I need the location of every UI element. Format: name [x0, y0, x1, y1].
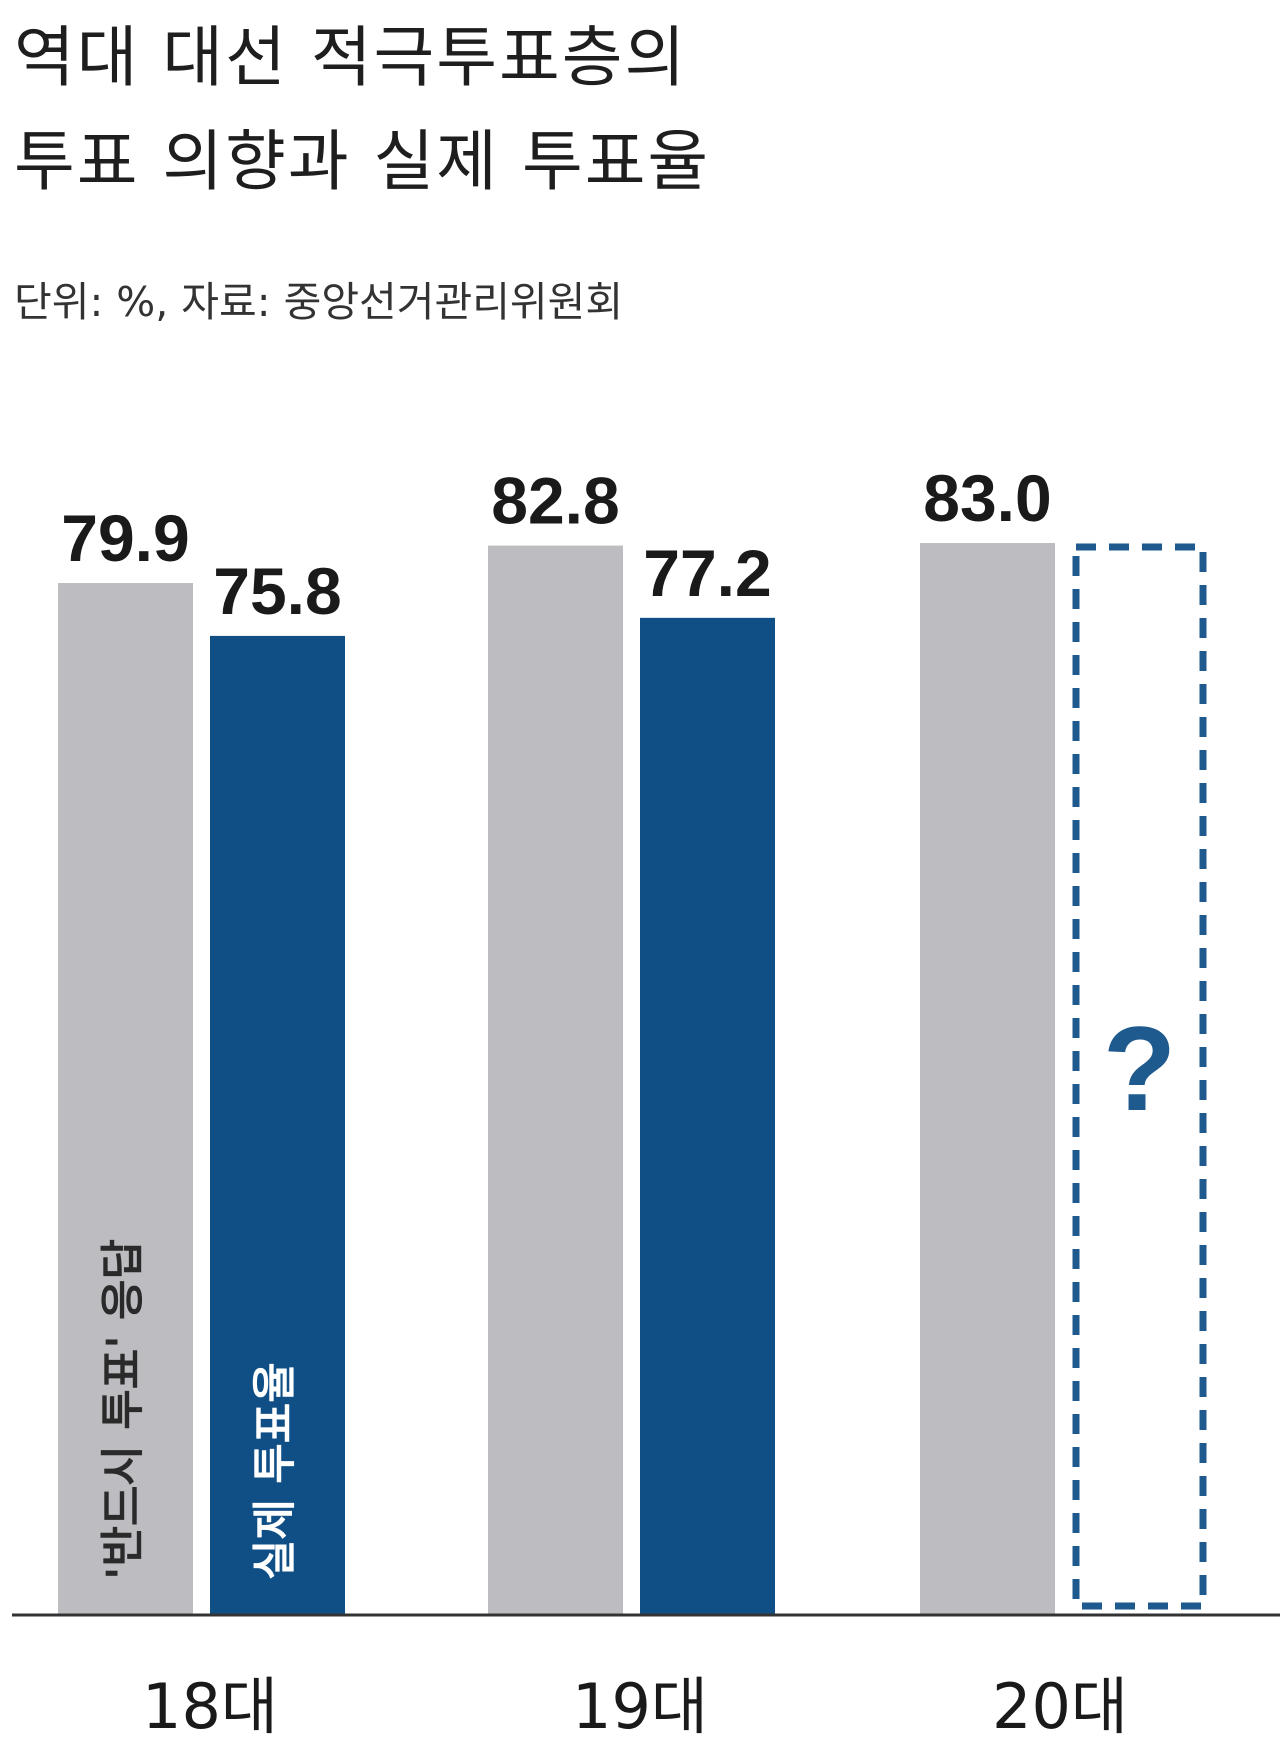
- bar-actual-19: [640, 617, 775, 1614]
- bar-intent-18: [58, 583, 193, 1614]
- bar-intent-19: [488, 545, 623, 1614]
- series-label-intent: '반드시 투표' 응답: [98, 1239, 149, 1580]
- value-label-intent-18: 79.9: [61, 501, 189, 575]
- value-label-intent-20: 83.0: [923, 461, 1051, 535]
- value-label-intent-19: 82.8: [491, 464, 619, 538]
- value-label-actual-19: 77.2: [643, 536, 771, 610]
- unknown-value-mark: ?: [1103, 1002, 1176, 1136]
- chart-title-line-1: 역대 대선 적극투표층의: [14, 19, 688, 96]
- category-label-19: 19대: [572, 1670, 708, 1743]
- category-label-18: 18대: [142, 1670, 278, 1743]
- category-label-20: 20대: [992, 1670, 1128, 1743]
- series-label-actual: 실제 투표율: [250, 1362, 301, 1580]
- chart-subtitle: 단위: %, 자료: 중앙선거관리위원회: [14, 278, 624, 326]
- bar-actual-18: [210, 635, 345, 1614]
- chart-title-line-2: 투표 의향과 실제 투표율: [14, 123, 711, 200]
- bar-intent-20: [920, 542, 1055, 1614]
- chart-title: 역대 대선 적극투표층의 투표 의향과 실제 투표율: [14, 6, 710, 214]
- value-label-actual-18: 75.8: [213, 554, 341, 628]
